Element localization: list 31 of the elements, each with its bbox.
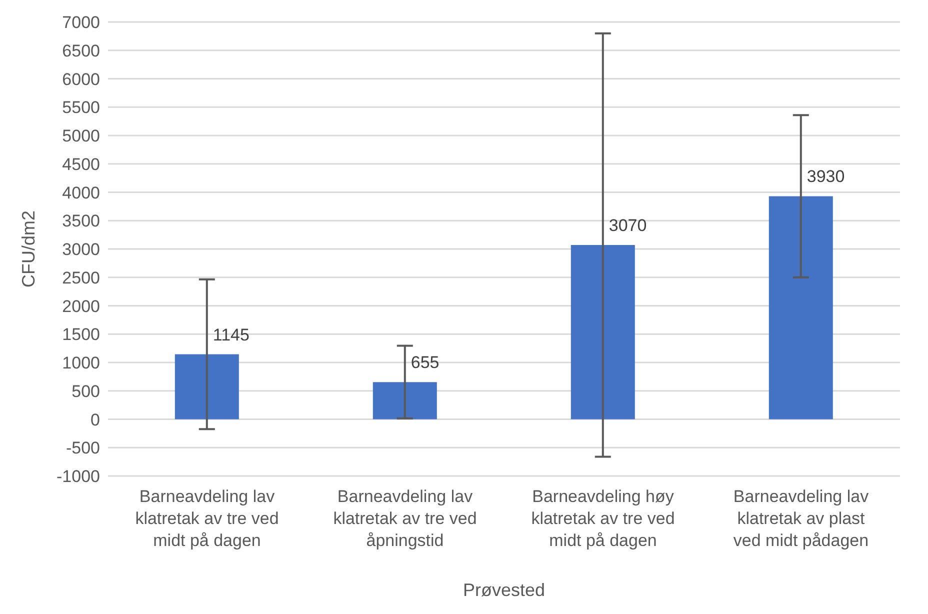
x-axis-title: Prøvested [462,580,546,600]
x-tick-label: Barneavdeling lav klatretak av tre ved midt på dagen [135,487,279,550]
x-tick-label: Barneavdeling lav klatretak av plast ved midt pådagen [733,487,870,550]
y-tick-label: 1500 [62,325,100,344]
y-tick-label: 6500 [62,41,100,60]
y-tick-label: 1000 [62,354,100,373]
y-axis-title: CFU/dm2 [18,210,38,288]
bar [570,245,635,420]
y-tick-label: 7000 [62,13,100,32]
y-tick-label: 4500 [62,154,100,174]
y-tick-label: 5500 [62,98,100,118]
y-tick-label: -1000 [56,467,100,486]
bar [174,354,239,420]
bar [768,196,833,420]
y-tick-label: 0 [90,410,100,430]
x-tick-label: Barneavdeling høy klatretak av tre ved midt på dagen [531,487,675,550]
y-tick-label: 2000 [62,296,100,316]
y-tick-label: 2500 [62,268,100,288]
y-tick-label: 3000 [62,240,100,260]
y-tick-label: 5000 [62,126,100,146]
x-tick-label: Barneavdeling lav klatretak av tre ved åpningstid [333,487,477,550]
data-label: 3070 [608,216,647,236]
data-label: 3930 [806,167,845,186]
y-tick-label: 500 [72,382,100,401]
y-tick-label: -500 [66,438,100,458]
y-tick-label: 6000 [62,70,100,89]
y-tick-label: 3500 [62,212,100,231]
data-label: 1145 [212,325,250,344]
bar [372,382,437,420]
y-tick-label: 4000 [62,183,100,202]
data-label: 655 [410,353,440,372]
